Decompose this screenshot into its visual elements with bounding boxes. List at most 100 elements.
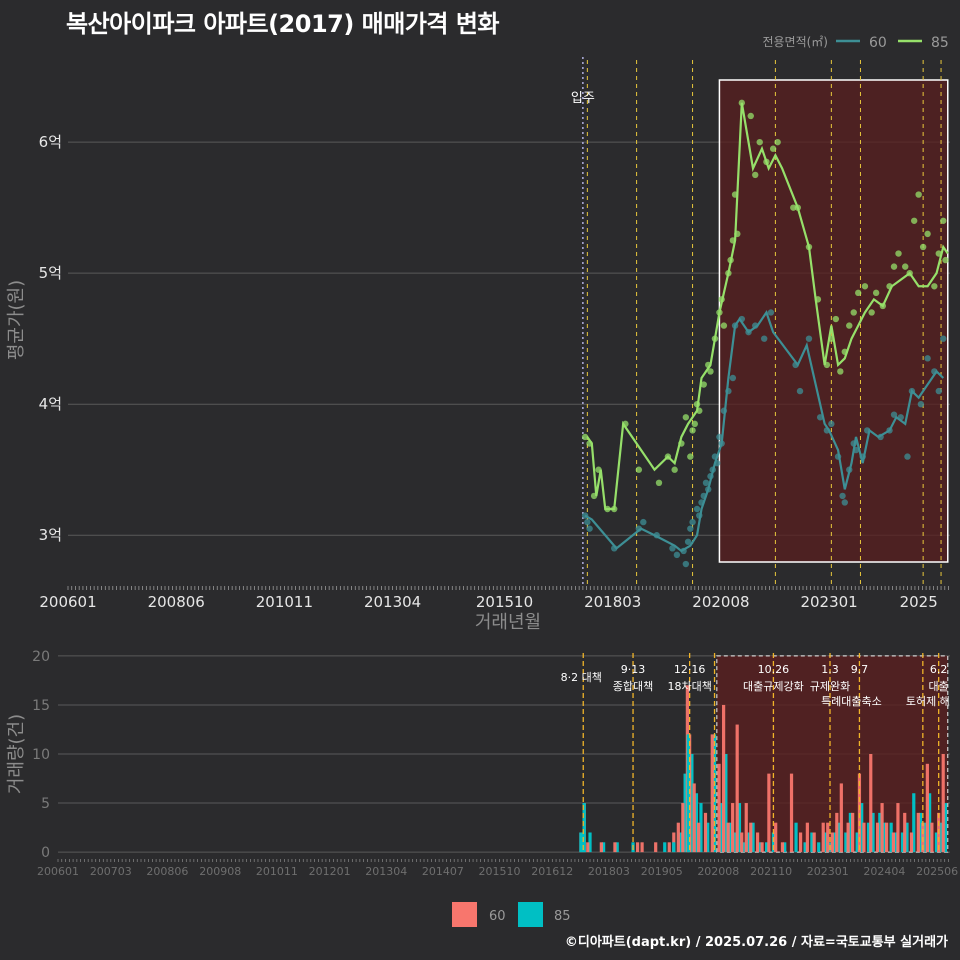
bar-60 — [722, 704, 726, 853]
series-85-point — [794, 204, 801, 211]
series-60-point — [716, 433, 723, 441]
bar-85 — [706, 822, 710, 853]
series-60-point — [890, 411, 898, 418]
series-85-point — [729, 237, 737, 244]
series-85-point — [705, 361, 712, 369]
bar-60 — [635, 842, 640, 853]
series-60-point — [586, 525, 593, 532]
bottom-y-tick-label: 5 — [41, 796, 50, 812]
bar-60 — [667, 842, 671, 853]
legend-title: 전용면적(㎡) — [762, 35, 828, 49]
top-x-tick-label: 200601 — [39, 593, 96, 611]
series-85-point — [832, 315, 840, 323]
top-x-tick-label: 201510 — [476, 593, 533, 611]
series-60-point — [904, 453, 911, 460]
series-60-point — [908, 387, 916, 395]
series-60-point — [841, 499, 848, 506]
series-85-point — [635, 466, 643, 473]
series-85-point — [700, 381, 707, 388]
series-85-point — [861, 283, 869, 290]
series-60-point — [709, 466, 716, 473]
bar-60 — [875, 822, 880, 853]
bar-60 — [896, 803, 900, 853]
series-85-point — [678, 440, 685, 447]
series-60-point — [669, 545, 676, 552]
policy-label-date: 9·13 — [621, 663, 646, 676]
top-x-axis-title: 거래년월 — [475, 612, 541, 633]
bar-60 — [744, 803, 748, 853]
bar-85 — [615, 842, 619, 853]
legend-bar-85-label: 85 — [554, 909, 571, 924]
series-60-point — [584, 518, 591, 526]
series-60-point — [680, 547, 687, 555]
series-60-point — [611, 545, 618, 552]
series-60-point — [687, 525, 694, 532]
bottom-x-tick-label: 201612 — [531, 865, 573, 878]
series-60-point — [752, 322, 759, 329]
bar-85 — [663, 842, 667, 853]
series-85-point — [850, 309, 857, 316]
bar-60 — [703, 812, 708, 853]
bar-85 — [918, 812, 923, 853]
bar-85 — [765, 842, 769, 853]
footer-credit: ©디아파트(dapt.kr) / 2025.07.26 / 자료=국토교통부 실… — [564, 935, 948, 950]
bar-60 — [749, 822, 753, 853]
bottom-y-tick-label: 15 — [32, 698, 50, 714]
series-85-point — [846, 322, 853, 329]
move-in-label: 입주 — [571, 91, 595, 106]
bar-85 — [742, 842, 746, 853]
bar-60 — [726, 822, 730, 853]
series-60-point — [850, 440, 857, 447]
bar-60 — [735, 724, 739, 853]
series-60-point — [684, 538, 692, 545]
series-60-point — [931, 368, 938, 375]
series-60-point — [839, 492, 846, 500]
bar-85-stack — [582, 803, 586, 853]
series-60-point — [877, 433, 884, 441]
bar-85 — [751, 822, 755, 853]
series-85-point — [805, 243, 813, 251]
bar-85 — [866, 822, 871, 853]
series-85-point — [763, 158, 770, 166]
bar-85 — [588, 832, 592, 853]
bar-85 — [882, 822, 886, 853]
bar-85 — [912, 793, 916, 853]
policy-label: 8·2 대책 — [561, 671, 602, 684]
series-85-point — [756, 138, 763, 146]
bar-60 — [760, 842, 764, 853]
top-x-tick-label: 202008 — [692, 593, 749, 611]
bar-85 — [728, 822, 732, 853]
bottom-x-tick-label: 202404 — [863, 865, 905, 878]
policy-label-date: 6.2 — [930, 663, 948, 676]
bar-60 — [826, 822, 830, 853]
policy-label-name: 특례대출축소 — [821, 695, 882, 708]
bar-85 — [928, 793, 932, 853]
bar-60 — [717, 763, 721, 853]
series-60-point — [707, 473, 714, 480]
policy-label-date: 1.3 — [821, 663, 839, 676]
bar-60 — [851, 812, 855, 853]
bar-60 — [885, 822, 889, 853]
series-85-point — [924, 230, 931, 238]
bar-60 — [789, 773, 794, 853]
bottom-x-tick-label: 201510 — [478, 865, 520, 878]
series-85-point — [790, 204, 797, 211]
series-60-point — [767, 309, 775, 316]
legend-60-label: 60 — [869, 35, 887, 51]
bottom-x-tick-label: 200703 — [90, 865, 132, 878]
bottom-x-tick-label: 200908 — [199, 865, 241, 878]
legend-bar-60-swatch — [452, 902, 477, 927]
series-85-point — [707, 368, 714, 375]
series-85-point — [696, 407, 703, 414]
series-60-point — [720, 407, 728, 414]
series-60-point — [823, 427, 831, 434]
series-60-point — [640, 518, 647, 526]
series-85-point — [895, 250, 902, 257]
series-60-point — [705, 486, 712, 493]
policy-label: 토허제 해 — [906, 694, 950, 708]
bar-85-stack — [672, 842, 676, 853]
bar-85-stack — [579, 832, 583, 853]
bar-85 — [934, 832, 939, 853]
bar-85 — [690, 754, 694, 853]
series-60-point — [852, 446, 860, 454]
